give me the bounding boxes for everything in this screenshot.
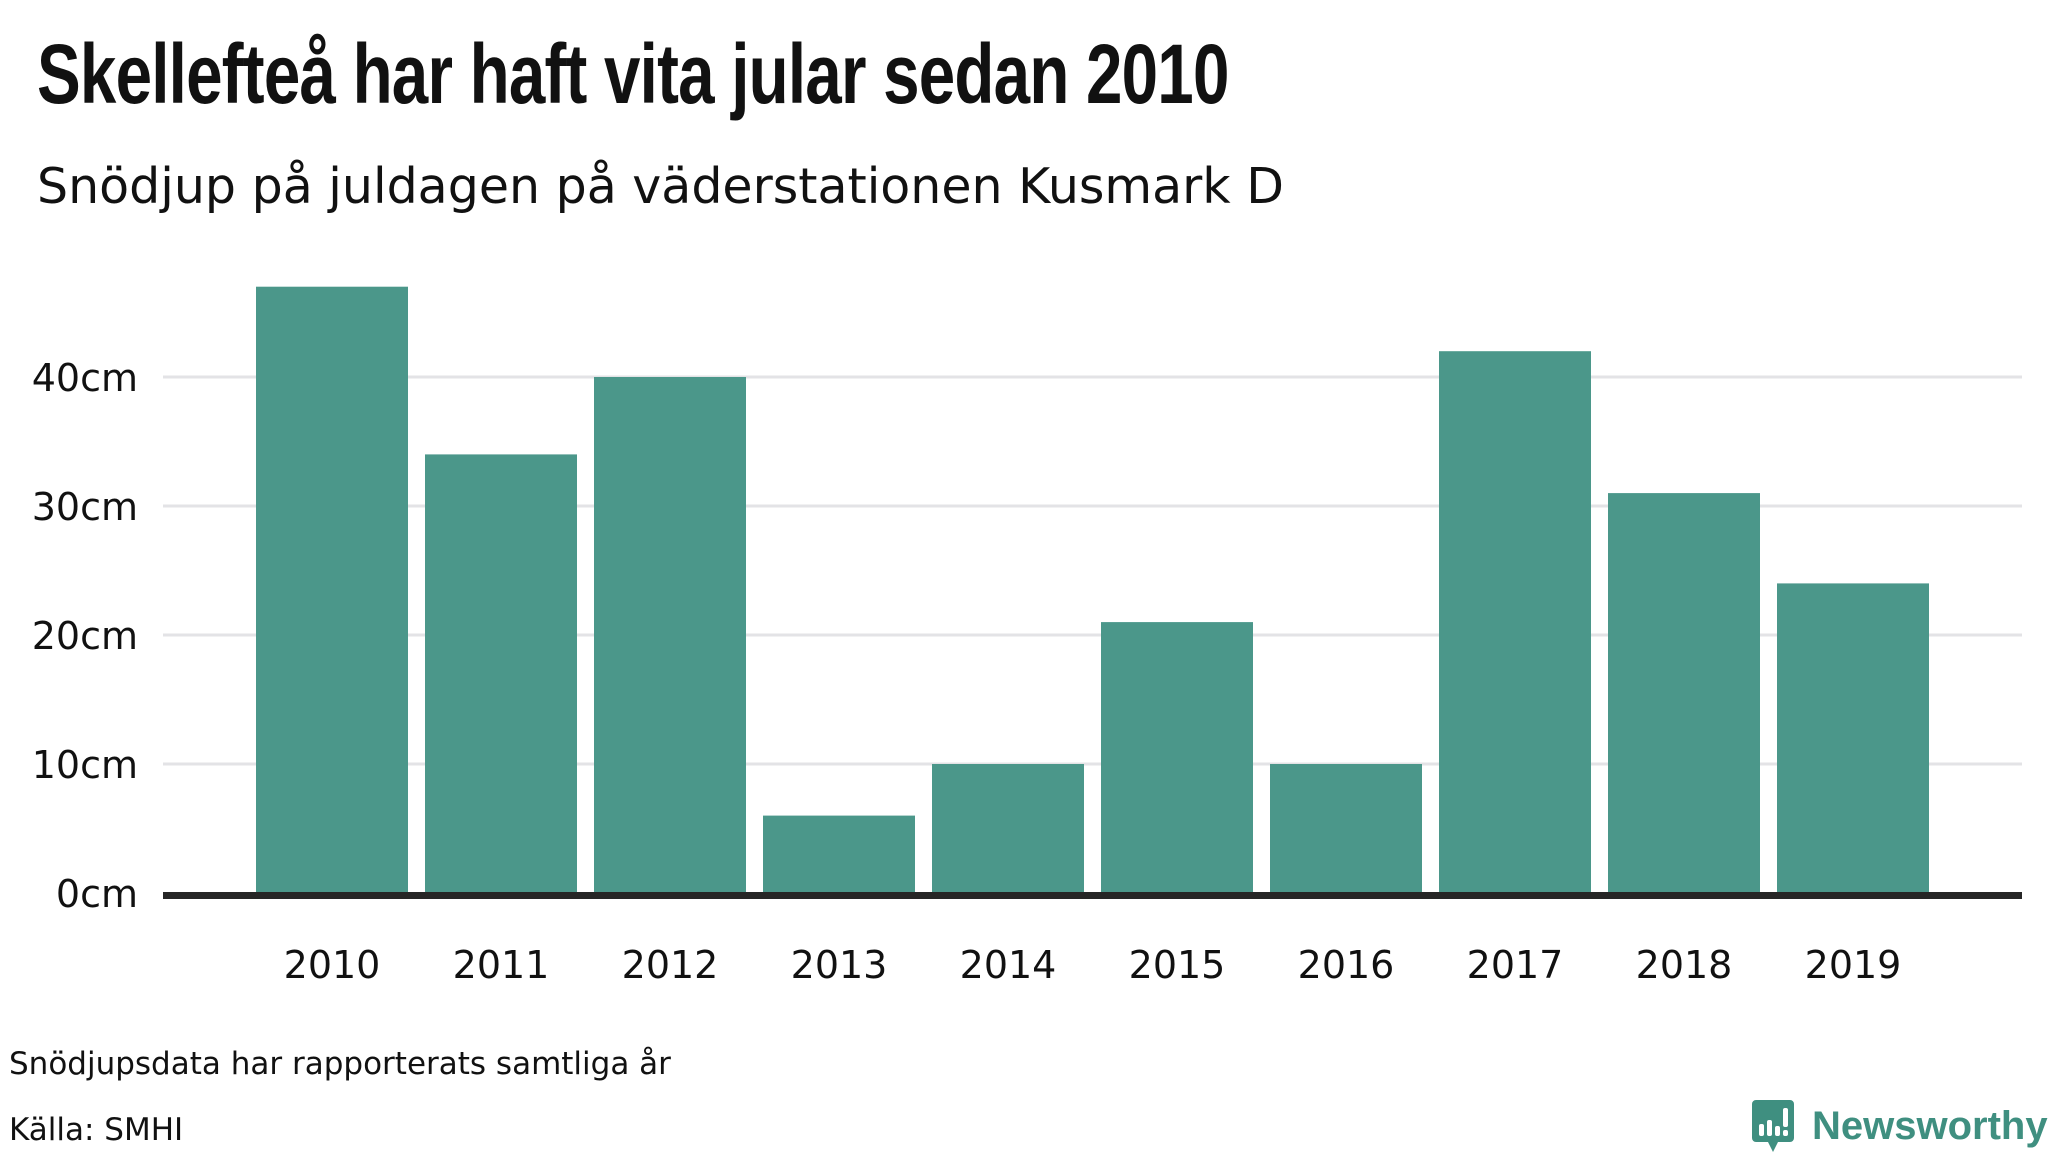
y-tick-label: 10cm bbox=[32, 743, 138, 787]
x-tick-label: 2013 bbox=[791, 943, 888, 987]
x-tick-label: 2012 bbox=[622, 943, 719, 987]
bar-2018 bbox=[1608, 493, 1760, 893]
x-tick-label: 2018 bbox=[1636, 943, 1733, 987]
y-tick-label: 40cm bbox=[32, 356, 138, 400]
newsworthy-logo: Newsworthy bbox=[1752, 1100, 2048, 1152]
chart-title: Skellefteå har haft vita jular sedan 201… bbox=[37, 27, 1229, 121]
x-tick-label: 2011 bbox=[453, 943, 550, 987]
bar-chart: 0cm 10cm 20cm 30cm 40cm 2010 2011 2012 2013 2014 2… bbox=[32, 286, 2022, 987]
y-tick-label: 30cm bbox=[32, 485, 138, 529]
bar-2019 bbox=[1777, 583, 1929, 893]
footnote: Snödjupsdata har rapporterats samtliga å… bbox=[9, 1046, 671, 1082]
x-tick-label: 2019 bbox=[1805, 943, 1902, 987]
bar-2010 bbox=[256, 286, 408, 893]
bar-2015 bbox=[1101, 622, 1253, 893]
bar-2013 bbox=[763, 815, 915, 893]
y-tick-label: 0cm bbox=[56, 872, 138, 916]
bar-2017 bbox=[1439, 351, 1591, 893]
source-note: Källa: SMHI bbox=[9, 1112, 184, 1148]
bar-2016 bbox=[1270, 764, 1422, 893]
y-tick-label: 20cm bbox=[32, 614, 138, 658]
bar-2014 bbox=[932, 764, 1084, 893]
chart-subtitle: Snödjup på juldagen på väderstationen Ku… bbox=[37, 158, 1284, 215]
x-axis-baseline bbox=[163, 892, 2022, 899]
x-tick-label: 2014 bbox=[960, 943, 1057, 987]
brand-name: Newsworthy bbox=[1812, 1103, 2048, 1148]
bar-2011 bbox=[425, 454, 577, 893]
x-tick-label: 2010 bbox=[284, 943, 381, 987]
x-tick-label: 2017 bbox=[1467, 943, 1564, 987]
x-tick-label: 2016 bbox=[1298, 943, 1395, 987]
newsworthy-logo-icon bbox=[1752, 1100, 1794, 1152]
bar-2012 bbox=[594, 377, 746, 893]
x-tick-label: 2015 bbox=[1129, 943, 1226, 987]
